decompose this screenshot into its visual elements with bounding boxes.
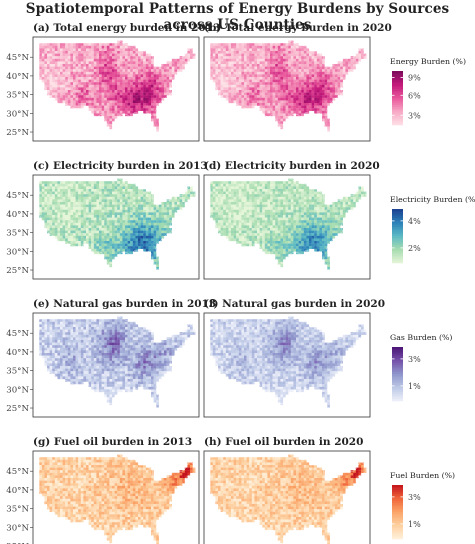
- panel-title: (f) Natural gas burden in 2020: [204, 298, 385, 310]
- map-panel-gas-1: (f) Natural gas burden in 2020: [203, 298, 385, 418]
- figure-title: Spatiotemporal Patterns of Energy Burden…: [25, 1, 450, 33]
- lat-tick-label: 45°N: [6, 467, 29, 477]
- lat-tick-label: 30°N: [6, 247, 29, 257]
- lat-tick-label: 45°N: [6, 329, 29, 339]
- county-cells: [210, 454, 367, 544]
- lat-tick-label: 35°N: [6, 91, 29, 101]
- lat-tick-label: 45°N: [6, 53, 29, 63]
- legend-tick-label: 1%: [408, 520, 421, 529]
- map-panel-fuel-1: (h) Fuel oil burden in 2020120°W110°W100…: [203, 436, 371, 544]
- legend-tick-label: 3%: [408, 493, 421, 502]
- map-panel-fuel-0: (g) Fuel oil burden in 2013 45°N 40°N 35°N 3…: [6, 436, 200, 544]
- legend-gas: Gas Burden (%) 3% 1%: [390, 333, 452, 402]
- county-cells: [39, 316, 196, 408]
- legend-tick-label: 9%: [408, 73, 421, 82]
- map-panel-electricity-1: (d) Electricity burden in 2020: [203, 160, 380, 280]
- legend-title: Electricity Burden (%): [390, 195, 475, 204]
- lat-tick-label: 25°N: [6, 266, 29, 276]
- legend-tick-label: 3%: [408, 111, 421, 120]
- lat-tick-label: 25°N: [6, 128, 29, 138]
- legend-title: Energy Burden (%): [390, 57, 466, 66]
- county-cells: [39, 178, 196, 270]
- legend-tick-label: 6%: [408, 91, 421, 100]
- lat-tick-label: 30°N: [6, 523, 29, 533]
- lat-tick-label: 30°N: [6, 109, 29, 119]
- legend-title: Gas Burden (%): [390, 333, 452, 342]
- legend-electricity: Electricity Burden (%) 4% 2%: [390, 195, 475, 264]
- panel-title: (h) Fuel oil burden in 2020: [204, 436, 363, 448]
- lat-tick-label: 35°N: [6, 505, 29, 515]
- legend-total: Energy Burden (%) 9% 6% 3%: [390, 57, 466, 126]
- lat-tick-label: 40°N: [6, 348, 29, 358]
- panel-title: (c) Electricity burden in 2013: [33, 160, 208, 172]
- lat-tick-label: 25°N: [6, 542, 29, 544]
- lat-tick-label: 35°N: [6, 229, 29, 239]
- lat-tick-label: 45°N: [6, 191, 29, 201]
- map-panel-gas-0: (e) Natural gas burden in 2013 45°N 40°N 35…: [6, 298, 216, 418]
- map-panel-total-1: (b) Total energy burden in 2020: [203, 22, 392, 142]
- county-cells: [210, 40, 367, 132]
- map-panel-electricity-0: (c) Electricity burden in 2013 45°N 40°N 35…: [6, 160, 208, 280]
- county-cells: [210, 178, 367, 270]
- legend-tick-label: 3%: [408, 355, 421, 364]
- map-panel-total-0: (a) Total energy burden in 2013 45°N 40°N 3…: [6, 22, 220, 142]
- panel-title: (g) Fuel oil burden in 2013: [33, 436, 192, 448]
- lat-tick-label: 40°N: [6, 486, 29, 496]
- legend-tick-label: 1%: [408, 382, 421, 391]
- county-cells: [210, 316, 367, 408]
- lat-tick-label: 40°N: [6, 72, 29, 82]
- lat-tick-label: 40°N: [6, 210, 29, 220]
- panel-title: (b) Total energy burden in 2020: [204, 22, 392, 34]
- panel-title: (a) Total energy burden in 2013: [33, 22, 220, 34]
- lat-tick-label: 30°N: [6, 385, 29, 395]
- legend-fuel: Fuel Burden (%) 3% 1%: [390, 471, 455, 540]
- panel-title: (d) Electricity burden in 2020: [204, 160, 380, 172]
- legend-tick-label: 2%: [408, 244, 421, 253]
- lat-tick-label: 25°N: [6, 404, 29, 414]
- panel-title: (e) Natural gas burden in 2013: [33, 298, 216, 310]
- legend-title: Fuel Burden (%): [390, 471, 455, 480]
- legend-tick-label: 4%: [408, 217, 421, 226]
- lat-tick-label: 35°N: [6, 367, 29, 377]
